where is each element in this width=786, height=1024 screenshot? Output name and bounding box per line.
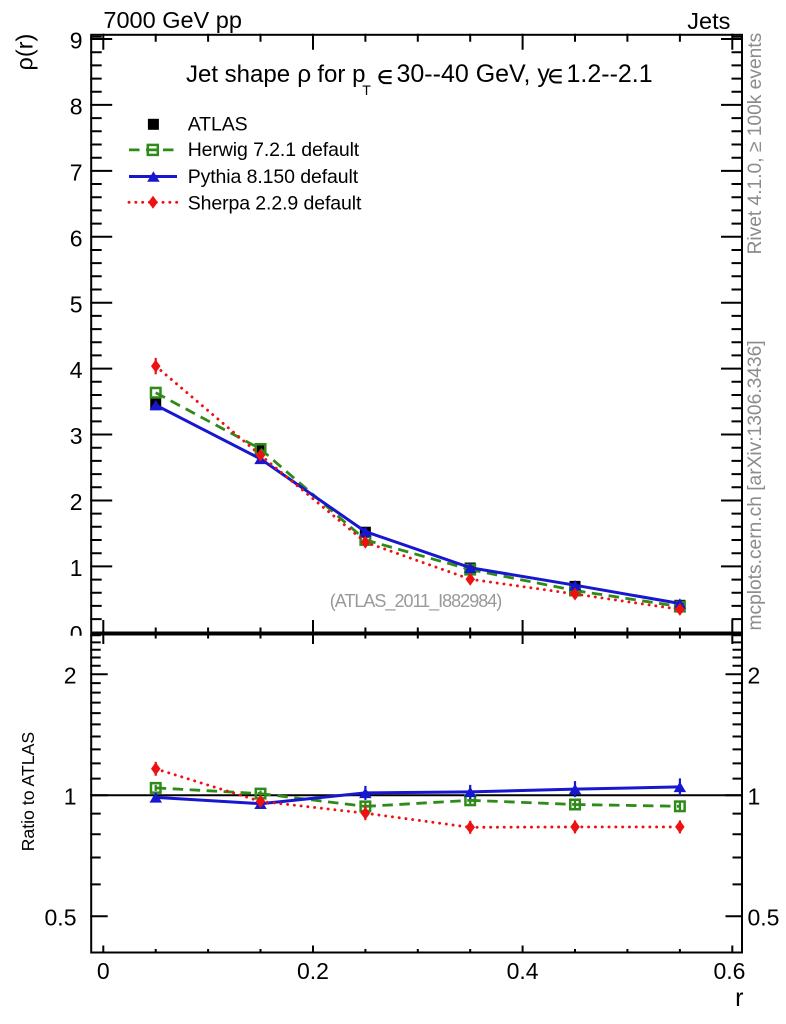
svg-text:Jet shape: Jet shape bbox=[186, 61, 290, 88]
svg-text:7: 7 bbox=[70, 160, 83, 186]
svg-text:T: T bbox=[362, 82, 371, 98]
svg-text:1: 1 bbox=[70, 555, 83, 581]
svg-text:6: 6 bbox=[70, 225, 83, 251]
svg-text:for p: for p bbox=[317, 61, 365, 88]
svg-text:mcplots.cern.ch [arXiv:1306.34: mcplots.cern.ch [arXiv:1306.3436] bbox=[745, 340, 766, 630]
svg-text:7000 GeV pp: 7000 GeV pp bbox=[103, 7, 242, 33]
svg-text:2: 2 bbox=[70, 489, 83, 515]
svg-text:Jets: Jets bbox=[687, 8, 730, 34]
svg-text:0.5: 0.5 bbox=[45, 905, 77, 931]
svg-text:5: 5 bbox=[70, 291, 83, 317]
svg-text:0.5: 0.5 bbox=[748, 905, 780, 931]
svg-text:1: 1 bbox=[748, 784, 761, 810]
svg-text:ρ(r): ρ(r) bbox=[12, 34, 38, 71]
svg-text:0: 0 bbox=[97, 958, 110, 984]
svg-text:0.4: 0.4 bbox=[507, 958, 539, 984]
svg-text:2: 2 bbox=[748, 663, 761, 689]
svg-text:0.6: 0.6 bbox=[714, 958, 746, 984]
svg-text:2: 2 bbox=[64, 663, 77, 689]
svg-text:30--40 GeV, y: 30--40 GeV, y bbox=[397, 60, 551, 88]
svg-text:Herwig 7.2.1 default: Herwig 7.2.1 default bbox=[188, 139, 360, 161]
svg-text:8: 8 bbox=[70, 94, 83, 120]
svg-text:Rivet 4.1.0, ≥ 100k events: Rivet 4.1.0, ≥ 100k events bbox=[745, 33, 766, 255]
svg-text:0.2: 0.2 bbox=[297, 958, 329, 984]
svg-text:1.2--2.1: 1.2--2.1 bbox=[567, 60, 653, 88]
svg-text:0: 0 bbox=[70, 621, 83, 647]
svg-text:9: 9 bbox=[70, 28, 83, 54]
svg-text:(ATLAS_2011_I882984): (ATLAS_2011_I882984) bbox=[330, 591, 501, 612]
svg-text:Pythia 8.150 default: Pythia 8.150 default bbox=[188, 166, 359, 188]
svg-text:ρ: ρ bbox=[297, 61, 311, 88]
svg-text:3: 3 bbox=[70, 423, 83, 449]
svg-text:Ratio to ATLAS: Ratio to ATLAS bbox=[18, 732, 38, 852]
svg-text:1: 1 bbox=[64, 784, 77, 810]
svg-text:r: r bbox=[735, 984, 743, 1012]
svg-text:ATLAS: ATLAS bbox=[188, 113, 248, 135]
svg-text:Sherpa 2.2.9 default: Sherpa 2.2.9 default bbox=[188, 193, 362, 215]
svg-text:4: 4 bbox=[70, 357, 83, 383]
